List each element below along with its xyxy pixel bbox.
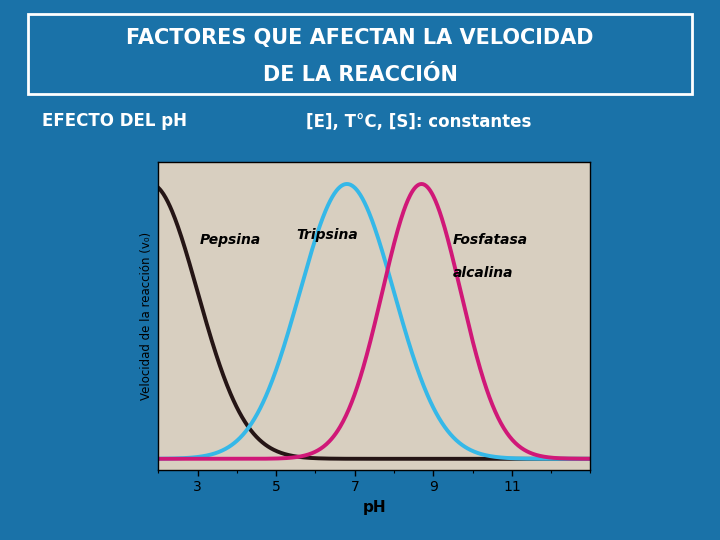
Text: FACTORES QUE AFECTAN LA VELOCIDAD: FACTORES QUE AFECTAN LA VELOCIDAD [126, 29, 594, 49]
Text: Pepsina: Pepsina [199, 233, 261, 247]
Text: [E], T°C, [S]: constantes: [E], T°C, [S]: constantes [306, 112, 531, 131]
Text: EFECTO DEL pH: EFECTO DEL pH [42, 112, 187, 131]
Text: DE LA REACCIÓN: DE LA REACCIÓN [263, 65, 457, 85]
X-axis label: pH: pH [363, 500, 386, 515]
FancyBboxPatch shape [28, 14, 692, 94]
Text: alcalina: alcalina [453, 266, 513, 280]
Text: Tripsina: Tripsina [296, 228, 358, 242]
Y-axis label: Velocidad de la reacción (v₀): Velocidad de la reacción (v₀) [140, 232, 153, 400]
Text: Fosfatasa: Fosfatasa [453, 233, 528, 247]
